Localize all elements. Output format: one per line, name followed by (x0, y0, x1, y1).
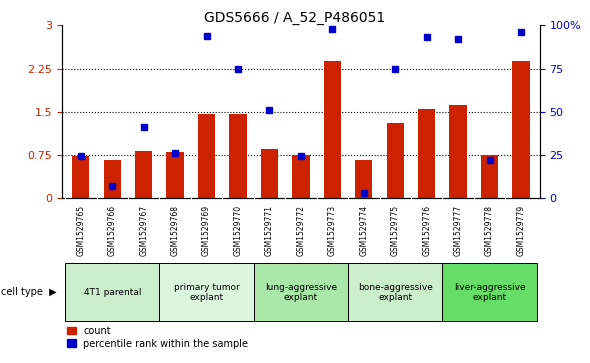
Bar (104, 160, 121, 198)
Bar (261, 149, 278, 198)
Text: GSM1529776: GSM1529776 (422, 205, 431, 256)
Text: GSM1529771: GSM1529771 (265, 205, 274, 256)
Bar (230, 114, 247, 198)
Bar (292, 155, 310, 198)
Text: cell type  ▶: cell type ▶ (1, 287, 57, 297)
Text: GSM1529775: GSM1529775 (391, 205, 399, 256)
Bar (386, 123, 404, 198)
Bar (72, 156, 90, 198)
Text: 4T1 parental: 4T1 parental (84, 288, 141, 297)
Text: liver-aggressive
explant: liver-aggressive explant (454, 282, 525, 302)
Text: GSM1529769: GSM1529769 (202, 205, 211, 256)
Bar (481, 155, 498, 198)
Bar (198, 114, 215, 198)
Bar (65, 263, 159, 321)
Text: primary tumor
explant: primary tumor explant (173, 282, 240, 302)
Text: GSM1529778: GSM1529778 (485, 205, 494, 256)
Text: GSM1529767: GSM1529767 (139, 205, 148, 256)
Text: GSM1529768: GSM1529768 (171, 205, 179, 256)
Text: GSM1529774: GSM1529774 (359, 205, 368, 256)
Bar (166, 152, 183, 198)
Bar (442, 263, 537, 321)
Text: bone-aggressive
explant: bone-aggressive explant (358, 282, 432, 302)
Text: GSM1529772: GSM1529772 (296, 205, 306, 256)
Text: GSM1529765: GSM1529765 (76, 205, 86, 256)
Text: lung-aggressive
explant: lung-aggressive explant (265, 282, 337, 302)
Bar (159, 263, 254, 321)
Bar (418, 109, 435, 198)
Text: GSM1529766: GSM1529766 (108, 205, 117, 256)
Bar (135, 151, 152, 198)
Bar (254, 263, 348, 321)
Text: GSM1529770: GSM1529770 (234, 205, 242, 256)
Bar (355, 160, 372, 198)
Text: GSM1529777: GSM1529777 (454, 205, 463, 256)
Legend: count, percentile rank within the sample: count, percentile rank within the sample (67, 326, 248, 348)
Bar (324, 61, 341, 198)
Text: GSM1529773: GSM1529773 (328, 205, 337, 256)
Text: GSM1529779: GSM1529779 (516, 205, 526, 256)
Bar (512, 61, 530, 198)
Bar (348, 263, 442, 321)
Text: GDS5666 / A_52_P486051: GDS5666 / A_52_P486051 (204, 11, 386, 25)
Bar (450, 105, 467, 198)
